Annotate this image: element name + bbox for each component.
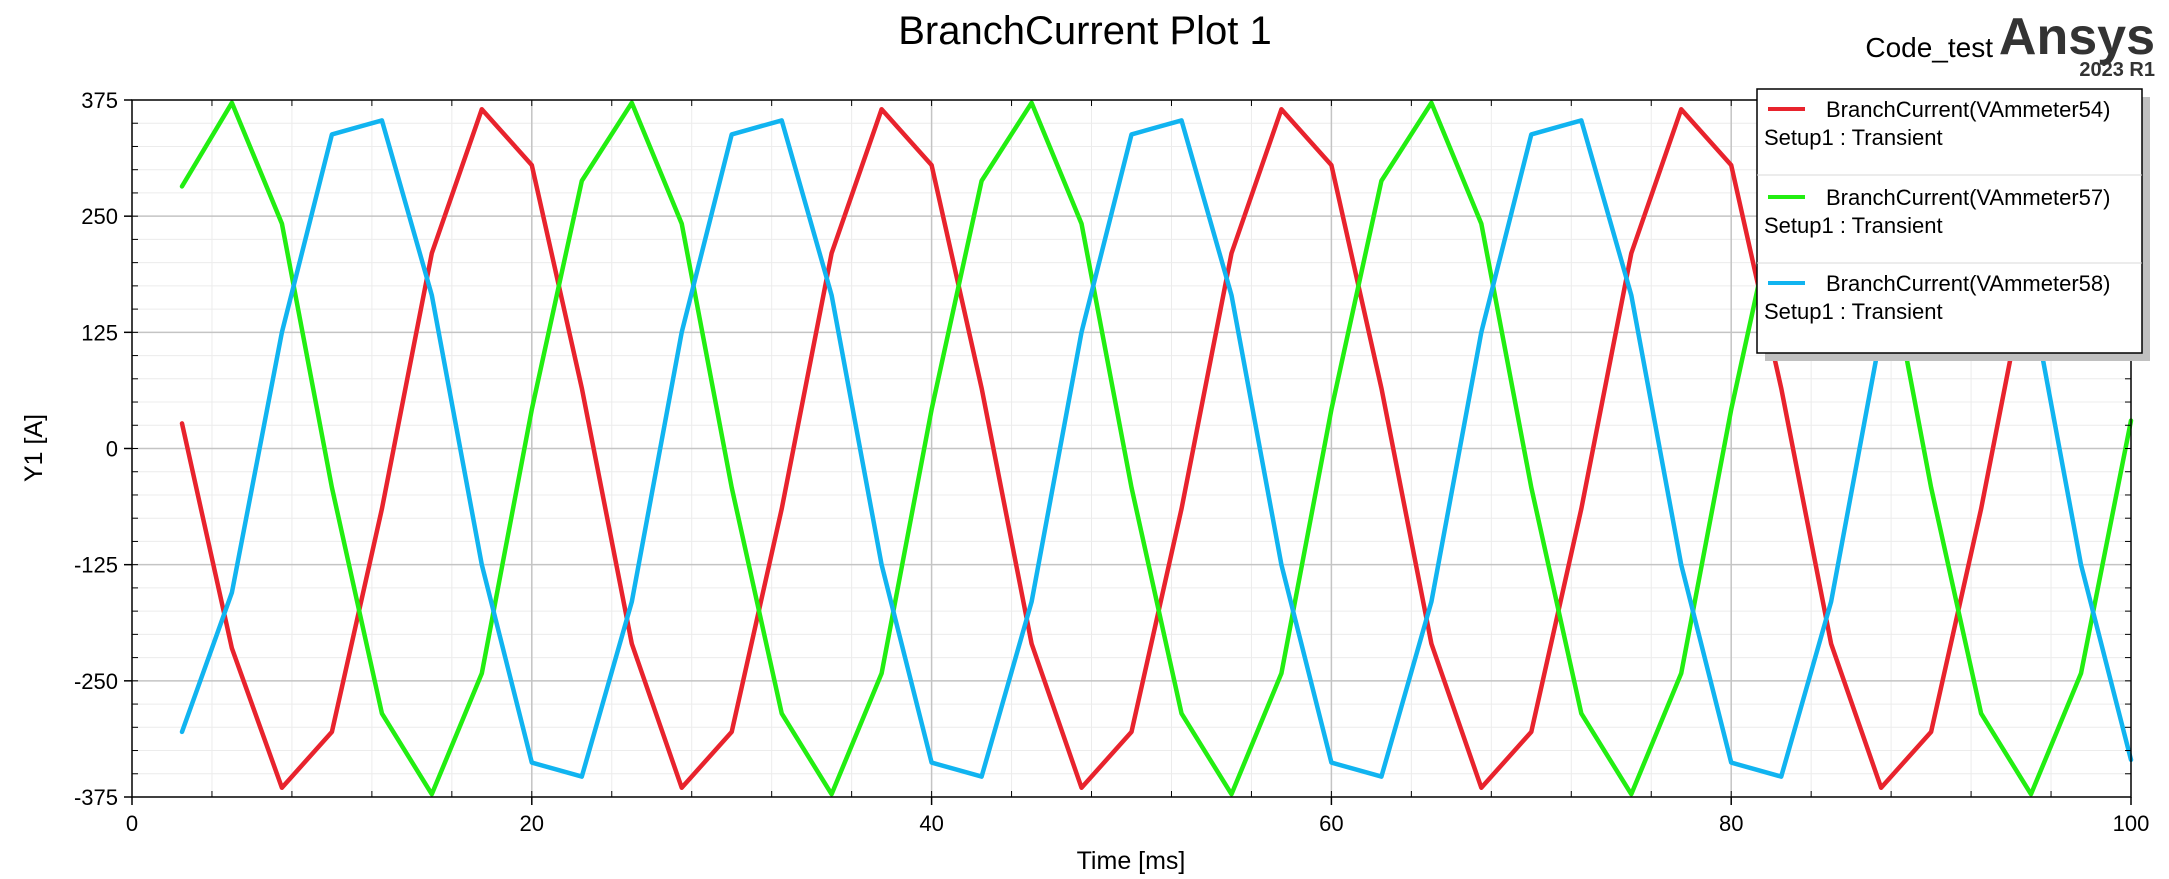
x-tick-label: 100 [2113, 811, 2150, 836]
y-tick-label: -375 [74, 785, 118, 810]
x-tick-labels: 0 20 40 60 80 100 [126, 811, 2149, 836]
legend-series-setup: Setup1 : Transient [1764, 213, 1943, 238]
x-tick-label: 0 [126, 811, 138, 836]
y-tick-label: 0 [106, 437, 118, 462]
legend-box [1756, 88, 2143, 354]
y-axis-label: Y1 [A] [20, 414, 48, 482]
x-tick-label: 80 [1719, 811, 1743, 836]
legend-entry: BranchCurrent(VAmmeter54) Setup1 : Trans… [1764, 97, 2110, 150]
legend-entry: BranchCurrent(VAmmeter57) Setup1 : Trans… [1764, 185, 2110, 238]
x-tick-label: 60 [1319, 811, 1343, 836]
legend-series-setup: Setup1 : Transient [1764, 299, 1943, 324]
chart-title: BranchCurrent Plot 1 [898, 9, 1272, 53]
y-tick-labels: 375 250 125 0 -125 -250 -375 [74, 88, 118, 810]
y-tick-label: -250 [74, 669, 118, 694]
project-name: Code_test [1865, 32, 1993, 63]
series-line-1 [179, 107, 2134, 790]
ansys-logo: Ansys [1999, 8, 2155, 66]
series-line-3 [179, 118, 2134, 779]
legend-series-name: BranchCurrent(VAmmeter57) [1826, 185, 2110, 210]
version-label: 2023 R1 [2079, 59, 2155, 81]
x-tick-label: 20 [520, 811, 544, 836]
y-tick-label: 125 [81, 320, 118, 345]
y-tick-label: -125 [74, 553, 118, 578]
legend: BranchCurrent(VAmmeter54) Setup1 : Trans… [1756, 88, 2150, 361]
legend-series-name: BranchCurrent(VAmmeter58) [1826, 271, 2110, 296]
legend-series-setup: Setup1 : Transient [1764, 125, 1943, 150]
tick-marks [124, 99, 2132, 805]
legend-series-name: BranchCurrent(VAmmeter54) [1826, 97, 2110, 122]
y-tick-label: 375 [81, 88, 118, 113]
legend-entry: BranchCurrent(VAmmeter58) Setup1 : Trans… [1764, 271, 2110, 324]
x-tick-label: 40 [919, 811, 943, 836]
y-tick-label: 250 [81, 204, 118, 229]
x-axis-label: Time [ms] [1077, 847, 1186, 875]
